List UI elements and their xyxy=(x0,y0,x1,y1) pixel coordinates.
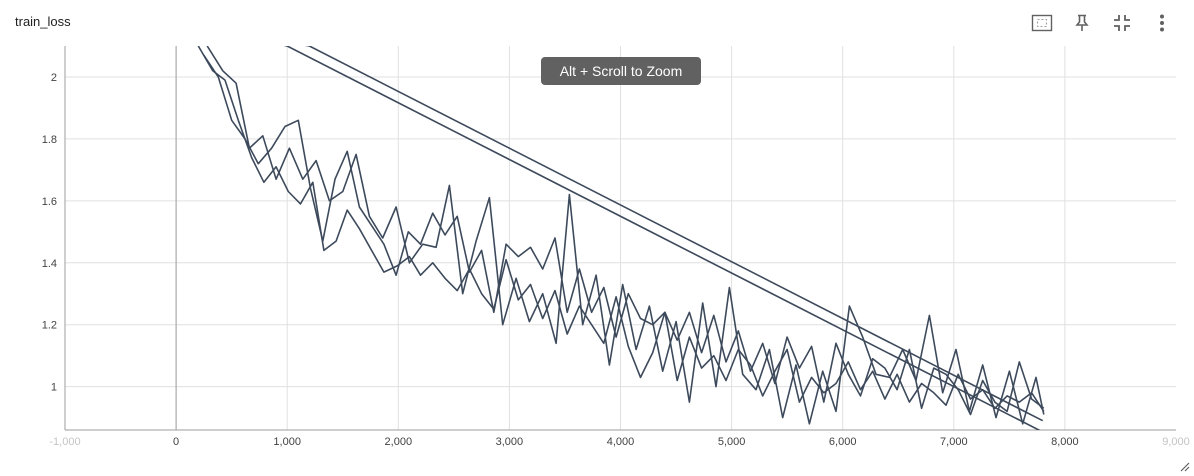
x-tick-label: 8,000 xyxy=(1051,436,1079,448)
chart-title: train_loss xyxy=(15,14,71,29)
y-tick-label: 2 xyxy=(51,72,57,84)
y-tick-label: 1.2 xyxy=(42,320,57,332)
x-tick-label: 0 xyxy=(173,436,179,448)
collapse-button[interactable] xyxy=(1102,10,1142,36)
series-line-3[interactable] xyxy=(206,46,1045,425)
card-toolbar xyxy=(1022,10,1182,36)
zoom-hint-tooltip: Alt + Scroll to Zoom xyxy=(541,57,701,85)
x-tick-label: 2,000 xyxy=(385,436,413,448)
x-tick-label: 5,000 xyxy=(718,436,746,448)
y-tick-labels: 1 1.2 1.4 1.6 1.8 2 xyxy=(42,72,57,394)
y-tick-label: 1.6 xyxy=(42,196,57,208)
pin-icon xyxy=(1075,14,1089,31)
x-tick-label: 1,000 xyxy=(273,436,301,448)
grid-lines xyxy=(65,46,1176,430)
series-line-5[interactable] xyxy=(176,21,1045,433)
x-tick-label: 3,000 xyxy=(496,436,524,448)
pin-button[interactable] xyxy=(1062,10,1102,36)
x-tick-label: 4,000 xyxy=(607,436,635,448)
series-line-2[interactable] xyxy=(203,54,1045,416)
x-tick-labels: -1,000 0 1,000 2,000 3,000 4,000 5,000 6,000 7,0… xyxy=(49,436,1189,448)
x-tick-label: 6,000 xyxy=(829,436,857,448)
y-tick-label: 1 xyxy=(51,382,57,394)
y-tick-label: 1.8 xyxy=(42,134,57,146)
x-tick-label: 9,000 xyxy=(1162,436,1190,448)
resize-handle-icon[interactable] xyxy=(1180,462,1190,472)
more-options-button[interactable] xyxy=(1142,10,1182,36)
more-vert-icon xyxy=(1160,14,1164,32)
series-line-4[interactable] xyxy=(176,21,1044,422)
series-lines xyxy=(176,21,1045,433)
x-tick-label: 7,000 xyxy=(940,436,968,448)
axes xyxy=(64,46,1176,431)
series-line-1[interactable] xyxy=(197,46,1045,412)
collapse-icon xyxy=(1114,15,1130,31)
y-tick-label: 1.4 xyxy=(42,258,57,270)
fit-domain-button[interactable] xyxy=(1022,10,1062,36)
fit-domain-icon xyxy=(1031,14,1053,32)
x-tick-label: -1,000 xyxy=(49,436,80,448)
